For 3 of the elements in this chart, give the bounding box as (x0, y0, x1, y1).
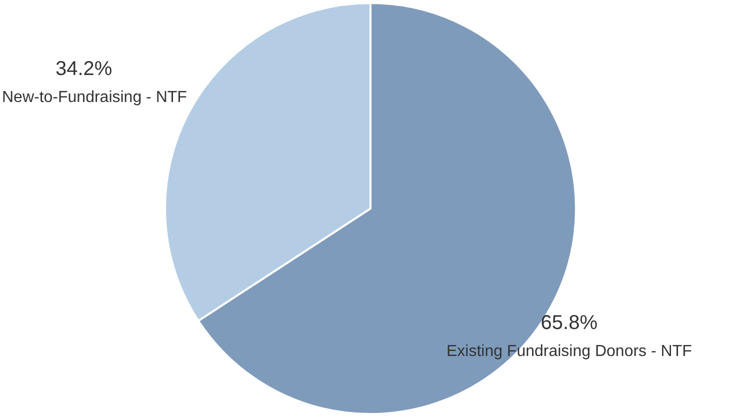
data-label: 34.2% (55, 58, 112, 80)
data-label: 65.8% (540, 312, 598, 334)
slice-label: New-to-Fundraising - NTF (2, 88, 188, 106)
